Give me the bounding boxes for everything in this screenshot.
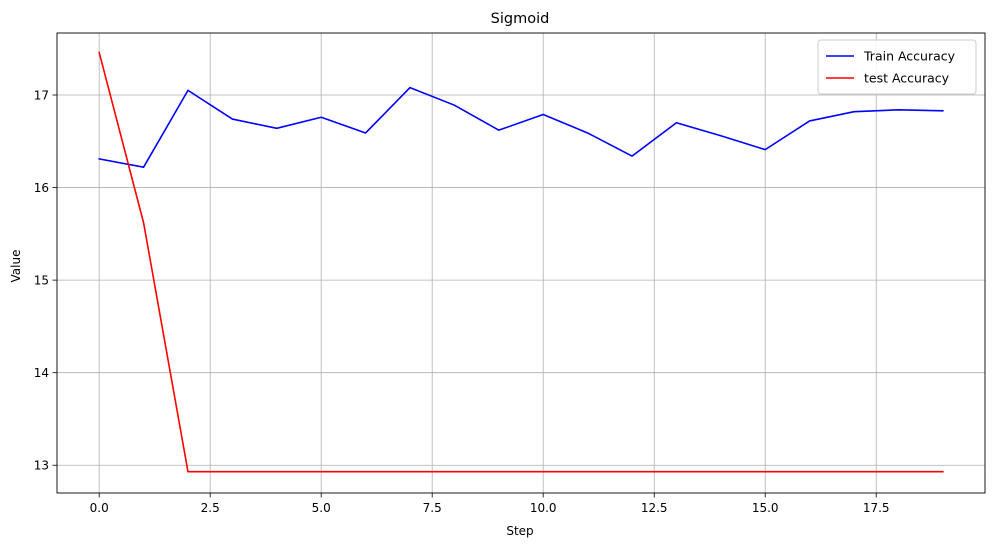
chart-title: Sigmoid <box>491 11 550 27</box>
x-axis-label: Step <box>506 524 533 538</box>
x-tick-label: 7.5 <box>423 501 442 515</box>
x-tick-label: 5.0 <box>312 501 331 515</box>
y-axis-label: Value <box>9 250 23 283</box>
series-line-test-accuracy <box>98 51 944 473</box>
series-line-train-accuracy <box>98 86 944 169</box>
plot-frame <box>56 32 986 494</box>
grid-layer <box>57 33 985 493</box>
y-tick-label: 16 <box>34 181 49 195</box>
legend: Train Accuracy test Accuracy <box>817 39 977 95</box>
x-tick-label: 10.0 <box>530 501 557 515</box>
legend-label-test-accuracy: test Accuracy <box>864 71 950 86</box>
y-tick-label: 17 <box>34 89 49 103</box>
y-tick-label: 14 <box>34 366 49 380</box>
x-tick-label: 17.5 <box>863 501 890 515</box>
y-tick-label: 15 <box>34 274 49 288</box>
y-tick-label: 13 <box>34 459 49 473</box>
x-tick-label: 2.5 <box>201 501 220 515</box>
tick-layer: 0.0 2.5 5.0 7.5 10.0 12.5 15.0 17.5 13 14 15 16 17 <box>34 89 890 515</box>
legend-box <box>817 39 977 95</box>
x-tick-label: 15.0 <box>752 501 779 515</box>
legend-label-train-accuracy: Train Accuracy <box>863 49 956 64</box>
series-layer <box>98 51 944 473</box>
x-tick-label: 12.5 <box>641 501 668 515</box>
x-tick-label: 0.0 <box>90 501 109 515</box>
